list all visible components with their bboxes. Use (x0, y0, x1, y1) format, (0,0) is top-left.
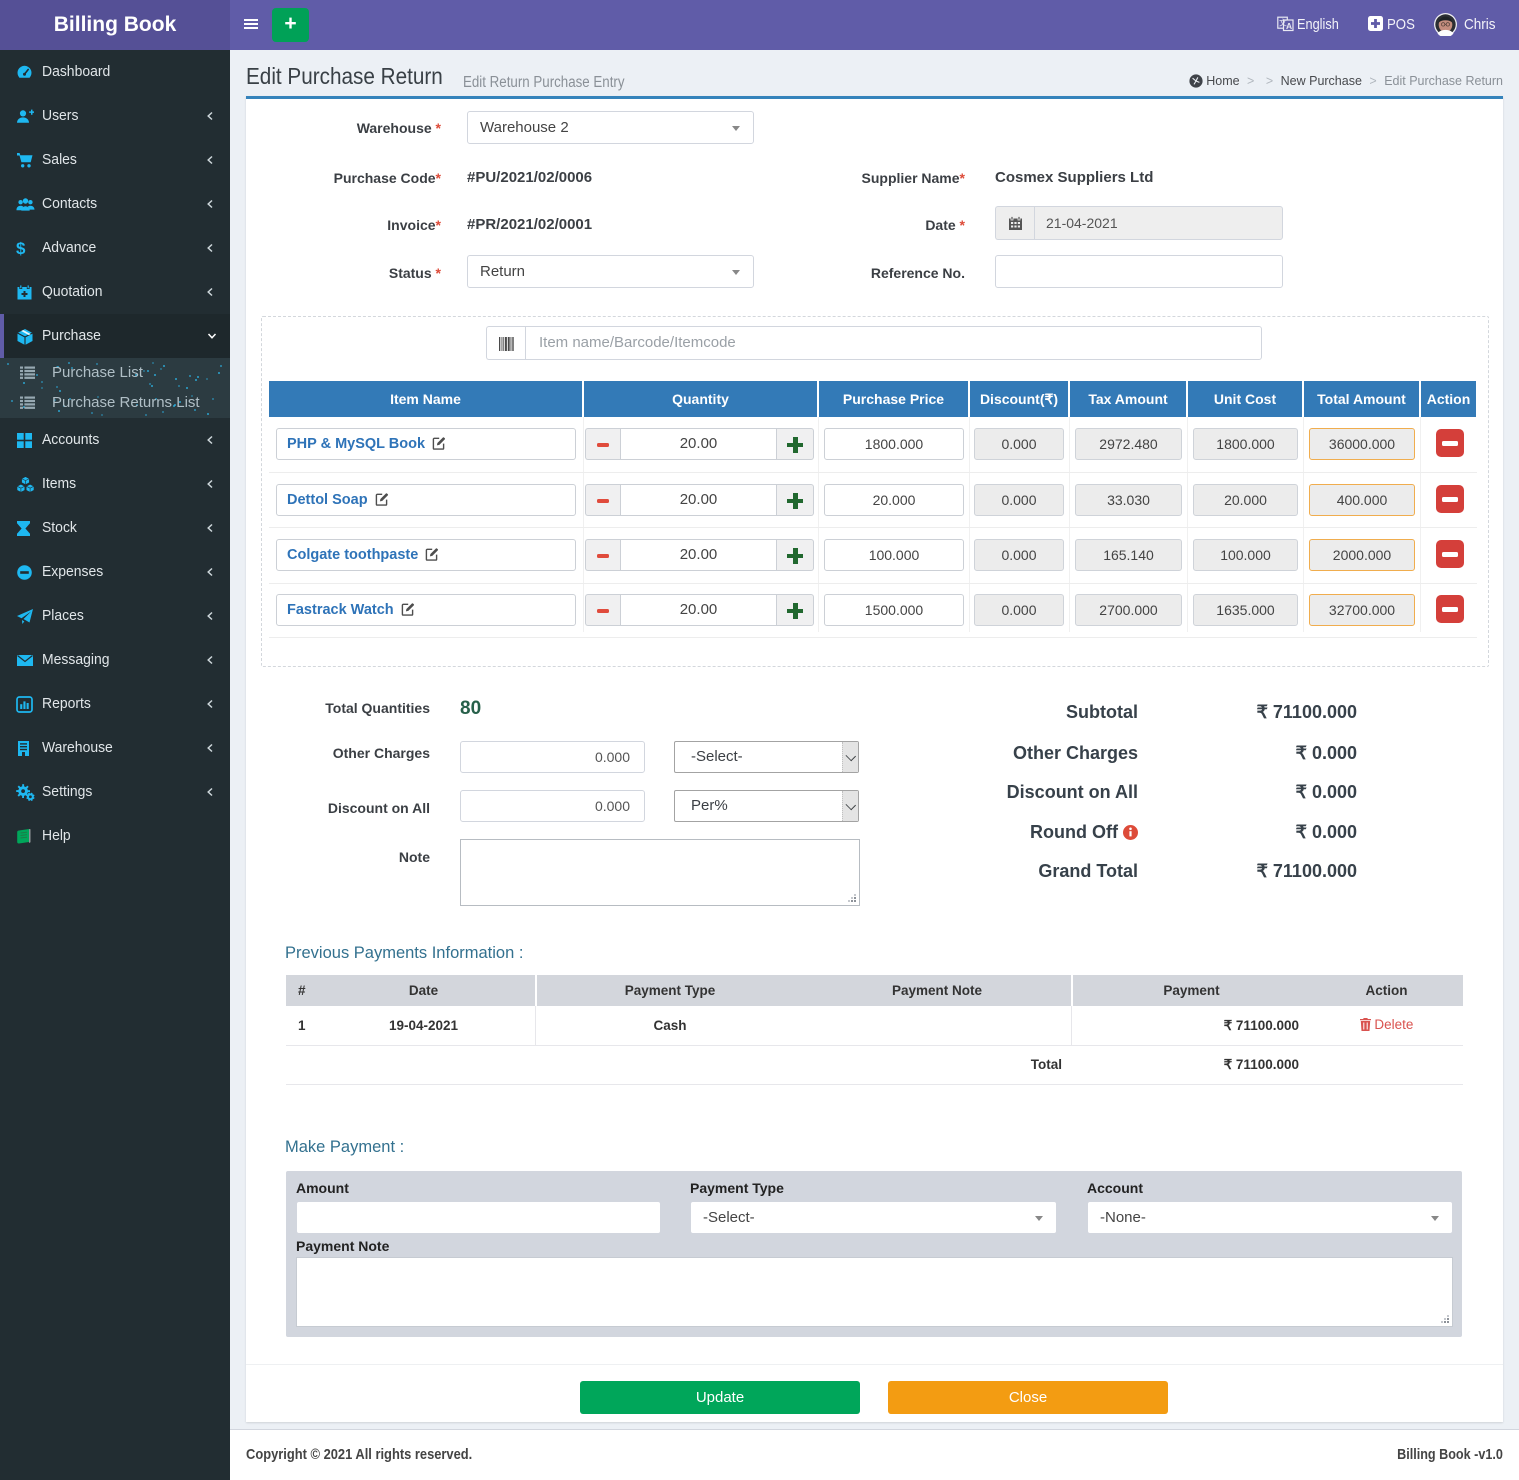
svg-text:文: 文 (1279, 18, 1287, 28)
svg-text:A: A (1286, 21, 1292, 31)
